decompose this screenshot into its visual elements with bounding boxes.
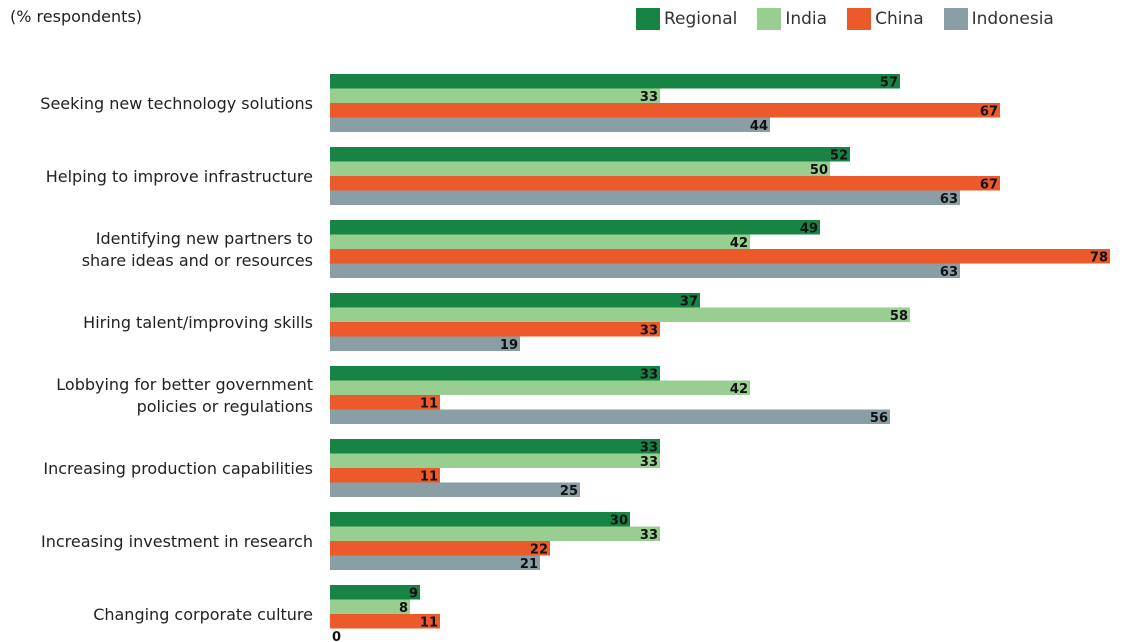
bar-india-helping-to-improve-infrastructure	[330, 161, 830, 176]
category-label-changing-corporate-culture: Changing corporate culture	[93, 605, 313, 624]
legend-label-india: India	[785, 9, 828, 29]
legend-item-indonesia: Indonesia	[943, 8, 1054, 30]
bar-china-hiring-talent-improving-skills	[330, 322, 660, 337]
value-label-indonesia-identifying-new-partners-to-share-ideas-and-or-resources: 63	[940, 265, 958, 280]
bar-indonesia-seeking-new-technology-solutions	[330, 117, 770, 132]
legend-swatch-indonesia	[943, 8, 968, 30]
value-label-india-hiring-talent-improving-skills: 58	[890, 309, 908, 324]
category-label-line: Changing corporate culture	[93, 605, 313, 624]
value-label-regional-hiring-talent-improving-skills: 37	[680, 295, 698, 310]
value-label-regional-lobbying-for-better-government-policies-or-regulations: 33	[640, 368, 658, 383]
legend-swatch-regional	[636, 8, 660, 30]
value-label-indonesia-seeking-new-technology-solutions: 44	[750, 119, 768, 134]
category-label-line: Lobbying for better government	[56, 375, 313, 394]
legend-item-regional: Regional	[636, 8, 737, 30]
value-label-regional-changing-corporate-culture: 9	[409, 587, 418, 602]
value-label-india-seeking-new-technology-solutions: 33	[640, 90, 658, 105]
category-label-line: Seeking new technology solutions	[40, 94, 313, 113]
bar-regional-lobbying-for-better-government-policies-or-regulations	[330, 366, 660, 381]
value-label-indonesia-hiring-talent-improving-skills: 19	[500, 338, 518, 353]
value-label-regional-seeking-new-technology-solutions: 57	[880, 76, 898, 91]
bar-indonesia-increasing-production-capabilities	[330, 482, 580, 497]
bar-indonesia-hiring-talent-improving-skills	[330, 336, 520, 351]
bar-china-seeking-new-technology-solutions	[330, 103, 1000, 118]
value-label-india-helping-to-improve-infrastructure: 50	[810, 163, 828, 178]
category-label-hiring-talent-improving-skills: Hiring talent/improving skills	[83, 313, 313, 332]
bar-indonesia-increasing-investment-in-research	[330, 555, 540, 570]
bar-regional-seeking-new-technology-solutions	[330, 74, 900, 89]
value-label-regional-increasing-production-capabilities: 33	[640, 441, 658, 456]
value-label-india-increasing-investment-in-research: 33	[640, 528, 658, 543]
value-label-regional-identifying-new-partners-to-share-ideas-and-or-resources: 49	[800, 222, 818, 237]
bar-regional-changing-corporate-culture	[330, 585, 420, 600]
bar-india-changing-corporate-culture	[330, 599, 410, 614]
bar-indonesia-identifying-new-partners-to-share-ideas-and-or-resources	[330, 263, 960, 278]
value-label-china-identifying-new-partners-to-share-ideas-and-or-resources: 78	[1090, 251, 1108, 266]
category-label-helping-to-improve-infrastructure: Helping to improve infrastructure	[46, 167, 313, 186]
value-label-china-seeking-new-technology-solutions: 67	[980, 105, 998, 120]
bar-indonesia-lobbying-for-better-government-policies-or-regulations	[330, 409, 890, 424]
bar-indonesia-helping-to-improve-infrastructure	[330, 190, 960, 205]
category-label-line: Helping to improve infrastructure	[46, 167, 313, 186]
chart-legend: Regional India China Indonesia	[636, 8, 1054, 30]
bar-china-helping-to-improve-infrastructure	[330, 176, 1000, 191]
category-label-increasing-production-capabilities: Increasing production capabilities	[43, 459, 313, 478]
value-label-china-lobbying-for-better-government-policies-or-regulations: 11	[420, 397, 438, 412]
bar-india-hiring-talent-improving-skills	[330, 307, 910, 322]
bar-india-increasing-investment-in-research	[330, 526, 660, 541]
bar-regional-helping-to-improve-infrastructure	[330, 147, 850, 162]
value-label-indonesia-lobbying-for-better-government-policies-or-regulations: 56	[870, 411, 888, 426]
category-label-line: share ideas and or resources	[82, 251, 313, 270]
legend-item-china: China	[847, 8, 924, 30]
value-label-china-increasing-production-capabilities: 11	[420, 470, 438, 485]
bar-india-increasing-production-capabilities	[330, 453, 660, 468]
bar-china-identifying-new-partners-to-share-ideas-and-or-resources	[330, 249, 1110, 264]
legend-label-regional: Regional	[664, 9, 738, 29]
value-label-indonesia-changing-corporate-culture: 0	[332, 630, 341, 642]
value-label-india-changing-corporate-culture: 8	[399, 601, 408, 616]
legend-label-indonesia: Indonesia	[971, 9, 1054, 29]
value-label-regional-helping-to-improve-infrastructure: 52	[830, 149, 848, 164]
bar-china-changing-corporate-culture	[330, 614, 440, 629]
value-label-regional-increasing-investment-in-research: 30	[610, 514, 628, 529]
value-label-china-increasing-investment-in-research: 22	[530, 543, 548, 558]
category-label-line: Identifying new partners to	[96, 229, 313, 248]
bar-india-lobbying-for-better-government-policies-or-regulations	[330, 380, 750, 395]
bar-china-increasing-investment-in-research	[330, 541, 550, 556]
category-label-lobbying-for-better-government-policies-or-regulations: Lobbying for better government policies o…	[56, 375, 313, 416]
value-label-india-lobbying-for-better-government-policies-or-regulations: 42	[730, 382, 748, 397]
bar-regional-increasing-investment-in-research	[330, 512, 630, 527]
value-label-indonesia-helping-to-improve-infrastructure: 63	[940, 192, 958, 207]
category-label-line: Increasing production capabilities	[43, 459, 313, 478]
legend-swatch-india	[757, 8, 782, 30]
value-label-indonesia-increasing-investment-in-research: 21	[520, 557, 538, 572]
bar-regional-hiring-talent-improving-skills	[330, 293, 700, 308]
category-label-line: Increasing investment in research	[41, 532, 313, 551]
bar-regional-increasing-production-capabilities	[330, 439, 660, 454]
category-label-line: Hiring talent/improving skills	[83, 313, 313, 332]
value-label-china-changing-corporate-culture: 11	[420, 616, 438, 631]
value-label-india-increasing-production-capabilities: 33	[640, 455, 658, 470]
legend-swatch-china	[847, 8, 872, 30]
value-label-china-helping-to-improve-infrastructure: 67	[980, 178, 998, 193]
value-label-china-hiring-talent-improving-skills: 33	[640, 324, 658, 339]
bar-china-lobbying-for-better-government-policies-or-regulations	[330, 395, 440, 410]
bar-india-identifying-new-partners-to-share-ideas-and-or-resources	[330, 234, 750, 249]
value-label-indonesia-increasing-production-capabilities: 25	[560, 484, 578, 499]
chart-subtitle: (% respondents)	[10, 7, 143, 26]
category-label-identifying-new-partners-to-share-ideas-and-or-resources: Identifying new partners to share ideas a…	[82, 229, 313, 270]
category-label-seeking-new-technology-solutions: Seeking new technology solutions	[40, 94, 313, 113]
legend-label-china: China	[875, 9, 924, 29]
bar-china-increasing-production-capabilities	[330, 468, 440, 483]
category-label-increasing-investment-in-research: Increasing investment in research	[41, 532, 313, 551]
legend-item-india: India	[757, 8, 827, 30]
bar-regional-identifying-new-partners-to-share-ideas-and-or-resources	[330, 220, 820, 235]
category-label-line: policies or regulations	[137, 397, 313, 416]
value-label-india-identifying-new-partners-to-share-ideas-and-or-resources: 42	[730, 236, 748, 251]
bar-india-seeking-new-technology-solutions	[330, 88, 660, 103]
